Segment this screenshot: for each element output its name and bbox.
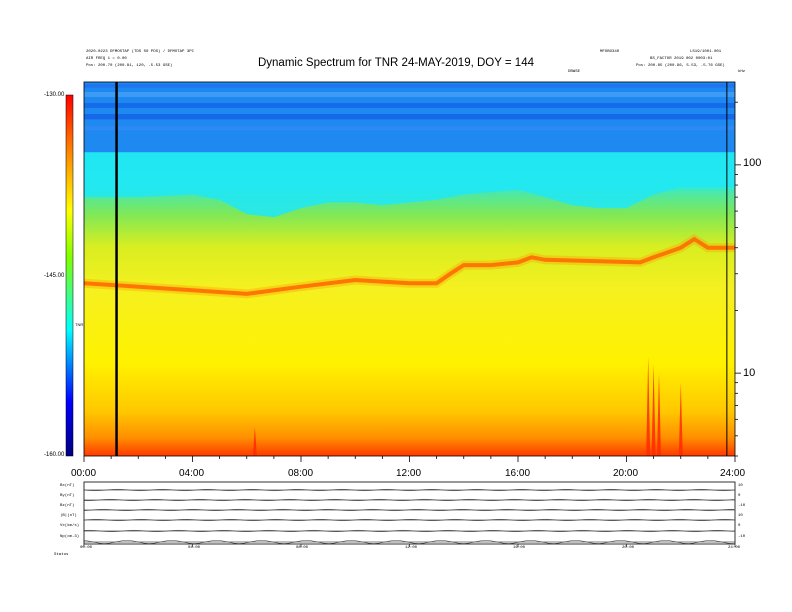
- lower-row-trace: [83, 518, 735, 522]
- x-tick-label-6: 24:00: [720, 468, 746, 479]
- burst: [252, 427, 257, 456]
- lower-time-3: 12:00: [405, 546, 418, 550]
- emission-line-glow: [84, 233, 735, 299]
- colorbar-tick-mid: -145.00: [44, 273, 65, 279]
- colorbar-tick-top: -130.00: [44, 92, 65, 98]
- hz-label: kHz: [738, 70, 746, 74]
- lower-row-trace: [83, 508, 735, 512]
- lower-right-tick-3: 10: [738, 514, 743, 518]
- lower-time-2: 08:00: [296, 546, 309, 550]
- chart-title: Dynamic Spectrum for TNR 24-MAY-2019, DO…: [257, 57, 534, 69]
- radio-bursts: [252, 356, 683, 456]
- lower-time-1: 04:00: [188, 546, 201, 550]
- header-left-line2: AIR FREQ 1 = 0.00: [86, 57, 127, 61]
- x-tick-label-3: 12:00: [396, 468, 422, 479]
- lower-right-tick-5: -10: [738, 535, 746, 539]
- lower-panel-frame: [83, 481, 736, 545]
- lower-label-bz: Bz(nT): [60, 504, 75, 508]
- lower-label-vx: Vx(km/s): [60, 524, 80, 528]
- burst: [651, 364, 656, 456]
- vertical-markers: [115, 82, 728, 456]
- header-right-line1b: LS19/1001.001: [690, 50, 722, 54]
- top-stripe-overlay: [84, 114, 735, 120]
- lower-label-by: By(nT): [60, 494, 75, 498]
- x-tick-label-2: 08:00: [288, 468, 314, 479]
- x-tick-label-5: 20:00: [613, 468, 639, 479]
- y-axis-ticks: [735, 101, 741, 457]
- x-tick-label-0: 00:00: [71, 468, 97, 479]
- lower-right-tick-0: 10: [738, 484, 743, 488]
- emission-line: [84, 236, 735, 296]
- top-stripe-overlay: [84, 103, 735, 108]
- burst: [646, 356, 651, 456]
- lower-row-trace: [83, 540, 735, 544]
- y-tick-label-10: 10: [743, 367, 756, 379]
- colorbar: [65, 94, 74, 457]
- lower-right-tick-4: 0: [738, 524, 741, 528]
- x-axis-ticks: [83, 456, 736, 462]
- x-tick-label-1: 04:00: [179, 468, 205, 479]
- header-right-line3: Pos: 200.85 (200.96, 5.53, -5.76 GSE): [636, 64, 725, 68]
- x-tick-label-4: 16:00: [505, 468, 531, 479]
- lower-label-bx: Bx(nT): [60, 484, 75, 488]
- lower-row-trace: [83, 529, 735, 533]
- lower-row-trace: [83, 498, 735, 502]
- header-right-line1: MFOBO340: [600, 50, 620, 54]
- lower-label-b: |B|(nT): [60, 514, 77, 518]
- lower-time-0: 00:00: [80, 546, 93, 550]
- header-right-line2: BS_FACTOR 2019 002 0003:01: [650, 57, 713, 61]
- colorbar-tick-bottom: -160.00: [44, 452, 65, 458]
- status-label: Status: [54, 553, 69, 557]
- lower-panel-rows: [83, 488, 736, 547]
- top-stripe-overlay: [84, 84, 735, 88]
- lower-label-np: Np(cm-3): [60, 535, 80, 539]
- lower-time-5: 20:00: [622, 546, 635, 550]
- y-tick-label-100: 100: [743, 157, 762, 169]
- top-stripe-overlay: [84, 126, 735, 131]
- burst: [678, 382, 683, 456]
- top-stripe-overlay: [84, 92, 735, 97]
- header-center-small: DBWSE: [568, 70, 581, 74]
- lower-time-4: 16:00: [513, 546, 526, 550]
- lower-time-6: 24:00: [728, 546, 741, 550]
- colorbar-label: TNR: [75, 322, 84, 327]
- header-left-line3: Pos: 200.70 (200.81, 120, -5.53 GSE): [86, 64, 173, 68]
- header-left-line1: 2020-0223 DFMOSTAP (TDS S0 PDS) / DFMOTA…: [86, 50, 195, 54]
- lower-right-tick-2: -10: [738, 504, 746, 508]
- lower-right-tick-1: 0: [738, 494, 741, 498]
- lower-row-trace: [83, 488, 735, 492]
- burst: [657, 373, 661, 456]
